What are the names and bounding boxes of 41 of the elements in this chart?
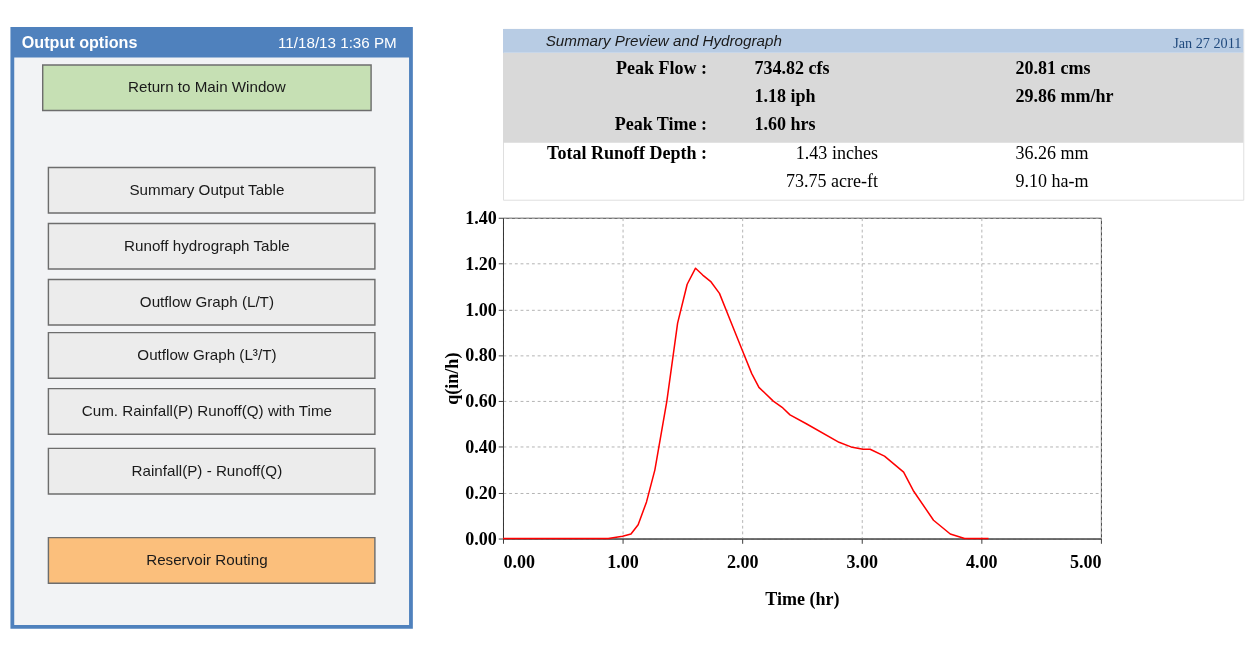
text: Summary Preview and Hydrograph	[545, 31, 782, 49]
text: 20.81 cms	[1015, 57, 1091, 78]
text: 29.86 mm/hr	[1015, 85, 1114, 106]
text: 9.10 ha-m	[1015, 171, 1089, 192]
category-label: Outflow Graph (L³/T)	[137, 346, 277, 364]
text: 1.43 inches	[795, 142, 878, 163]
y-axis-title: q(in/h)	[441, 352, 463, 405]
x-tick-label: 2.00	[726, 551, 759, 572]
y-tick-label: 1.00	[465, 299, 497, 320]
y-tick-label: 0.80	[465, 345, 497, 366]
x-tick-label: 5.00	[1069, 551, 1102, 572]
x-tick-label: 4.00	[966, 551, 998, 572]
category-label: Outflow Graph (L/T)	[139, 292, 274, 310]
y-tick-label: 1.20	[465, 253, 497, 274]
y-tick-label: 0.20	[465, 482, 497, 503]
category-label: Return to Main Window	[128, 78, 286, 96]
category-label: Runoff hydrograph Table	[124, 237, 290, 254]
text: 1.18 iph	[754, 85, 816, 106]
text: Total Runoff Depth :	[547, 142, 708, 163]
text: Output options	[21, 32, 138, 51]
x-tick-label: 3.00	[846, 551, 879, 572]
x-tick-label: 0.00	[503, 551, 536, 572]
text: 36.26 mm	[1015, 142, 1089, 163]
category-label: Summary Output Table	[129, 181, 285, 198]
text: Peak Flow :	[615, 57, 708, 78]
text: 73.75 acre-ft	[785, 171, 878, 192]
text: 11/18/13 1:36 PM	[278, 33, 397, 51]
category-label: Reservoir Routing	[146, 551, 268, 569]
text: Peak Time :	[614, 114, 708, 135]
text: 1.60 hrs	[754, 114, 816, 135]
y-tick-label: 0.00	[465, 528, 497, 549]
y-tick-label: 1.40	[465, 207, 497, 228]
y-tick-label: 0.60	[465, 391, 497, 412]
line-series	[502, 267, 990, 540]
category-label: Rainfall(P) - Runoff(Q)	[131, 461, 283, 479]
text: 734.82 cfs	[754, 57, 830, 78]
category-label: Cum. Rainfall(P) Runoff(Q) with Time	[81, 402, 332, 420]
text: Jan 27 2011	[1173, 34, 1242, 51]
y-tick-label: 0.40	[465, 437, 497, 458]
x-tick-label: 1.00	[607, 551, 639, 572]
x-axis-title: Time (hr)	[765, 588, 840, 610]
